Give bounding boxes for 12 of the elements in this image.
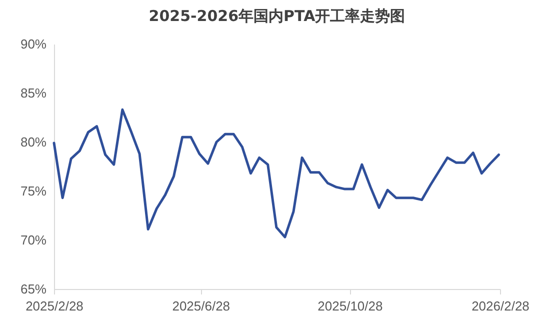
y-tick-label: 75%: [20, 184, 47, 198]
y-tick-label: 70%: [20, 232, 47, 248]
y-tick-label: 80%: [20, 134, 47, 150]
x-tick-label: 2026/2/28: [472, 298, 530, 314]
x-tick-label: 2025/10/28: [318, 298, 383, 314]
x-tick-label: 2025/6/28: [172, 298, 230, 314]
y-tick-label: 90%: [20, 36, 47, 52]
chart-title: 2025-2026年国内PTA开工率走势图: [148, 7, 406, 25]
x-tick-label: 2025/2/28: [26, 298, 84, 314]
line-series: [52, 108, 500, 238]
y-tick-label: 65%: [20, 282, 47, 296]
y-tick-label: 85%: [20, 86, 47, 100]
